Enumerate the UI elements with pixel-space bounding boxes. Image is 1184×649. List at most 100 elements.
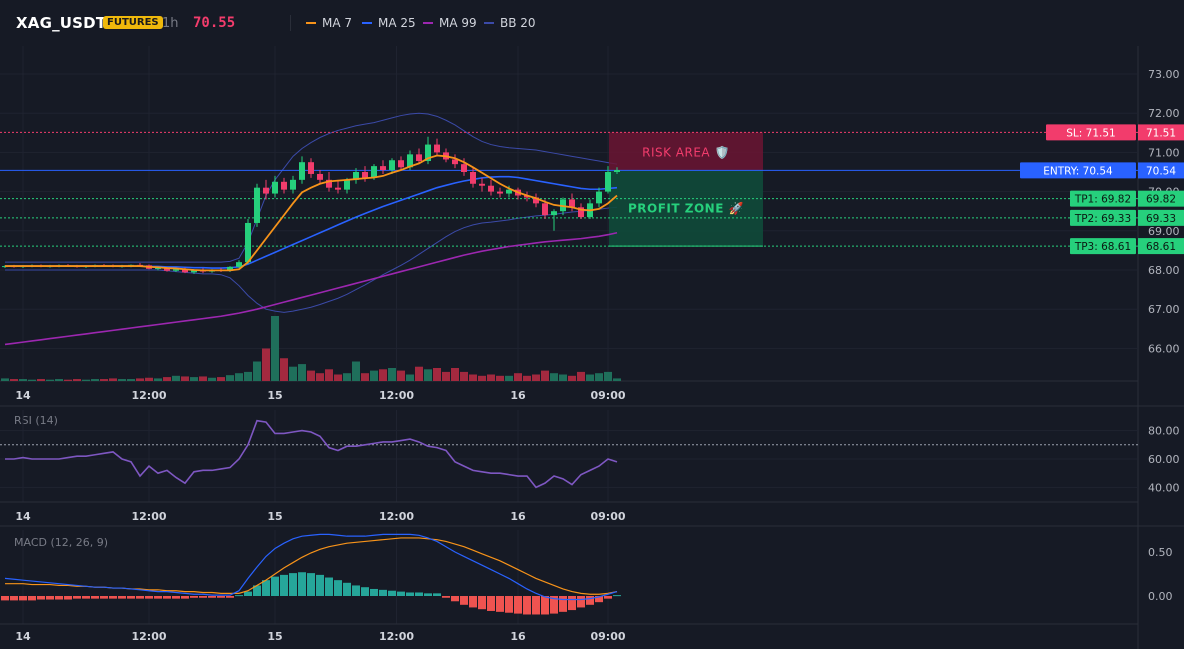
volume-bar — [352, 361, 360, 381]
level-tag-sl[interactable]: SL: 71.51 71.51 — [1046, 124, 1184, 141]
macd-histogram-bar — [487, 596, 495, 611]
price-tick-label: 71.00 — [1148, 146, 1180, 159]
macd-histogram-bar — [523, 596, 531, 615]
candle-body — [191, 270, 197, 273]
macd-histogram-bar — [154, 596, 162, 599]
macd-histogram-bar — [73, 596, 81, 599]
time-tick-label: 15 — [267, 389, 282, 402]
candle-body — [416, 154, 422, 162]
volume-bar — [280, 358, 288, 381]
macd-histogram-bar — [136, 596, 144, 599]
macd-histogram-bar — [262, 580, 270, 596]
volume-bar — [1, 378, 9, 381]
time-tick-label: 14 — [15, 510, 31, 523]
candle-body — [272, 181, 278, 194]
volume-bar — [262, 348, 270, 381]
ma7-line — [5, 154, 618, 272]
macd-histogram-bar — [109, 596, 117, 599]
level-tag-label: TP1: 69.82 — [1074, 194, 1131, 206]
macd-title: MACD (12, 26, 9) — [14, 536, 109, 549]
macd-histogram-bar — [145, 596, 153, 599]
symbol-name[interactable]: XAG_USDT — [16, 14, 107, 32]
volume-bar — [388, 368, 396, 381]
legend-ma25[interactable]: MA 25 — [362, 16, 416, 30]
level-price-label: 69.82 — [1146, 194, 1176, 206]
candle-body — [164, 268, 170, 271]
volume-bar — [334, 374, 342, 381]
volume-bar — [478, 375, 486, 381]
macd-histogram-bar — [352, 585, 360, 596]
timeframe-label[interactable]: 1h — [162, 16, 179, 31]
volume-bar — [145, 377, 153, 381]
macd-histogram-bar — [586, 596, 594, 605]
macd-histogram-bar — [217, 596, 225, 598]
ma25-line — [5, 175, 618, 269]
rsi-tick-label: 80.00 — [1148, 425, 1180, 438]
chart-header: XAG_USDT FUTURES 1h 70.55 MA 7 MA 25 MA … — [0, 0, 1184, 46]
time-tick-label: 12:00 — [131, 630, 166, 643]
time-tick-label: 12:00 — [131, 389, 166, 402]
macd-histogram-bar — [226, 596, 234, 598]
volume-bar — [100, 379, 108, 381]
candle-body — [380, 166, 386, 171]
candle-body — [371, 166, 377, 178]
legend-ma99[interactable]: MA 99 — [423, 16, 477, 30]
header-divider — [290, 15, 291, 31]
volume-bar — [415, 366, 423, 381]
macd-histogram-bar — [208, 596, 216, 598]
volume-bar — [505, 375, 513, 381]
volume-bar — [541, 370, 549, 381]
volume-bar — [406, 374, 414, 381]
volume-bar — [586, 374, 594, 381]
candle-body — [362, 172, 368, 178]
level-tag-bg — [1070, 209, 1136, 226]
macd-histogram-bar — [190, 596, 198, 598]
level-tag-entry[interactable]: ENTRY: 70.54 70.54 — [1020, 162, 1184, 179]
profit-zone — [609, 170, 763, 247]
macd-histogram-bar — [424, 593, 432, 596]
level-tag-tp2[interactable]: TP2: 69.33 69.33 — [1070, 209, 1184, 226]
macd-histogram-bar — [163, 596, 171, 599]
candle-body — [398, 160, 404, 168]
level-price-label: 69.33 — [1146, 213, 1176, 225]
legend-ma7[interactable]: MA 7 — [306, 16, 352, 30]
volume-bar — [28, 379, 36, 381]
macd-histogram-bar — [172, 596, 180, 599]
macd-histogram-bar — [541, 596, 549, 615]
volume-bar — [253, 361, 261, 381]
volume-bar — [307, 370, 315, 381]
volume-bar — [469, 374, 477, 381]
candle-body — [506, 189, 512, 194]
candle-body — [605, 172, 611, 192]
level-tag-bg — [1070, 190, 1136, 207]
volume-bar — [289, 366, 297, 381]
price-tick-label: 69.00 — [1148, 225, 1180, 238]
macd-tick-label: 0.50 — [1148, 546, 1173, 559]
volume-bar — [577, 371, 585, 381]
macd-histogram-bar — [100, 596, 108, 599]
macd-histogram-bar — [91, 596, 99, 599]
candle-body — [497, 191, 503, 194]
macd-histogram-bar — [181, 596, 189, 599]
volume-bar — [91, 379, 99, 381]
macd-histogram-bar — [37, 596, 45, 600]
macd-histogram-bar — [550, 596, 558, 614]
last-price: 70.55 — [193, 15, 236, 31]
volume-bar — [271, 316, 279, 381]
level-tag-tp1[interactable]: TP1: 69.82 69.82 — [1070, 190, 1184, 207]
volume-bar — [118, 379, 126, 381]
legend-bb20[interactable]: BB 20 — [484, 16, 536, 30]
candle-body — [155, 268, 161, 270]
volume-bar — [37, 379, 45, 381]
volume-bar — [19, 379, 27, 381]
level-price-label: 68.61 — [1146, 241, 1176, 253]
level-tag-bg — [1020, 162, 1136, 179]
volume-bar — [613, 378, 621, 381]
candle-body — [308, 162, 314, 174]
macd-histogram-bar — [127, 596, 135, 599]
candle-body — [569, 199, 575, 208]
macd-histogram-bar — [442, 596, 450, 598]
level-tag-tp3[interactable]: TP3: 68.61 68.61 — [1070, 238, 1184, 255]
volume-bar — [559, 374, 567, 381]
